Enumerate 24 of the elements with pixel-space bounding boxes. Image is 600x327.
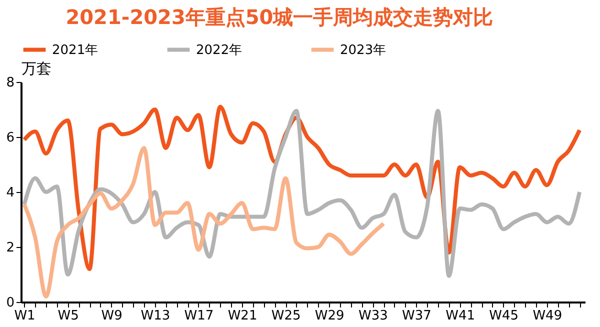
x-tick-label: W33 xyxy=(358,308,388,324)
x-tick-label: W37 xyxy=(402,308,432,324)
x-tick-label: W21 xyxy=(228,308,258,324)
x-tick-label: W45 xyxy=(489,308,519,324)
y-tick-label: 8 xyxy=(6,76,14,90)
legend-label: 2021年 xyxy=(52,42,98,58)
chart-title: 2021-2023年重点50城一手周均成交走势对比 xyxy=(66,5,494,29)
x-tick-label: W29 xyxy=(314,308,344,324)
y-tick-label: 4 xyxy=(6,186,14,200)
y-axis-title: 万套 xyxy=(22,60,52,78)
legend-label: 2023年 xyxy=(340,42,386,58)
x-tick-label: W25 xyxy=(271,308,301,324)
x-tick-label: W9 xyxy=(101,308,122,324)
x-tick-label: W5 xyxy=(58,308,79,324)
line-series xyxy=(22,146,386,298)
x-tick-label: W1 xyxy=(14,308,36,324)
x-tick-label: W41 xyxy=(446,308,475,324)
x-tick-label: W49 xyxy=(532,308,562,324)
legend-label: 2022年 xyxy=(196,42,242,58)
x-tick-label: W17 xyxy=(184,308,214,324)
x-tick-label: W13 xyxy=(140,308,170,324)
y-tick-label: 6 xyxy=(6,130,14,146)
y-tick-label: 2 xyxy=(6,240,14,256)
y-tick-label: 0 xyxy=(6,296,14,310)
